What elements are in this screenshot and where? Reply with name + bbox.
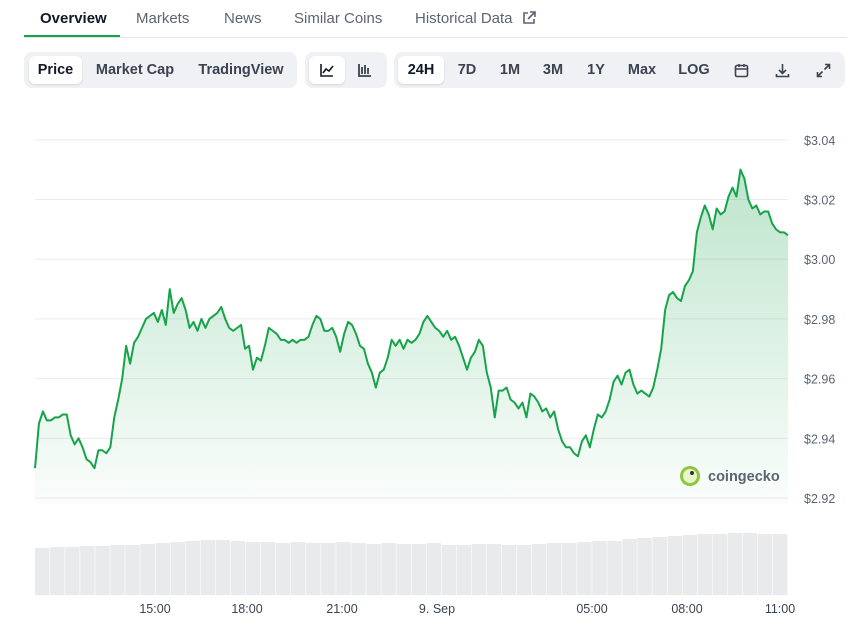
volume-bar	[652, 537, 667, 595]
price-area	[35, 169, 788, 505]
y-tick-label: $2.94	[804, 432, 835, 446]
volume-bar	[351, 543, 366, 595]
y-tick-label: $2.92	[804, 492, 835, 506]
range-button[interactable]: 7D	[457, 62, 477, 78]
chart-style-group	[305, 52, 387, 88]
volume-bar	[65, 547, 80, 595]
volume-bar	[727, 533, 743, 595]
line-chart-button[interactable]	[309, 56, 345, 84]
tab[interactable]: Similar Coins	[294, 10, 383, 27]
x-tick-label: 18:00	[231, 602, 262, 616]
volume-bar	[366, 544, 381, 595]
volume-bar	[185, 541, 201, 595]
y-tick-label: $2.96	[804, 373, 835, 387]
volume-bar	[35, 548, 50, 595]
x-tick-label: 15:00	[139, 602, 170, 616]
x-tick-label: 08:00	[671, 602, 702, 616]
x-tick-label: 21:00	[326, 602, 357, 616]
external-link-icon	[523, 11, 536, 24]
volume-bar	[381, 543, 396, 595]
volume-bar	[140, 544, 155, 595]
volume-bar	[531, 544, 547, 595]
y-tick-label: $2.98	[804, 313, 835, 327]
tab[interactable]: Overview	[40, 10, 107, 27]
volume-bar	[682, 535, 698, 595]
volume-bar	[170, 542, 185, 595]
volume-bar	[200, 540, 216, 595]
calendar-icon[interactable]	[734, 63, 749, 78]
watermark-text: coingecko	[708, 469, 780, 485]
volume-bar	[125, 545, 140, 595]
volume-bar	[215, 540, 231, 595]
view-group: Price Market Cap TradingView	[24, 52, 297, 88]
y-tick-label: $3.00	[804, 253, 835, 267]
volume-bar	[155, 543, 170, 595]
volume-bar	[471, 544, 487, 595]
candle-chart-button[interactable]	[347, 56, 383, 84]
volume-bar	[275, 543, 291, 595]
volume-bar	[592, 541, 607, 595]
y-tick-label: $3.02	[804, 194, 835, 208]
range-button[interactable]: 3M	[542, 62, 564, 78]
volume-bar	[260, 542, 276, 595]
range-group: 24H 7D 1M 3M 1Y Max LOG	[394, 52, 845, 88]
price-line	[34, 168, 789, 470]
volume-bar	[607, 541, 622, 595]
x-tick-label: 05:00	[576, 602, 607, 616]
tab[interactable]: Markets	[136, 10, 190, 27]
view-button[interactable]: Price	[29, 56, 82, 84]
fullscreen-icon[interactable]	[816, 63, 831, 78]
active-tab-indicator	[24, 35, 120, 38]
volume-bar	[772, 534, 788, 595]
volume-bar	[577, 542, 592, 595]
volume-bar	[456, 545, 472, 595]
volume-bar	[742, 533, 758, 595]
x-tick-label: 9. Sep	[419, 602, 455, 616]
range-button[interactable]: Max	[627, 62, 657, 78]
tab-divider	[24, 37, 847, 38]
tab[interactable]: Historical Data	[415, 10, 513, 27]
volume-bar	[110, 545, 125, 595]
volume-bar	[562, 543, 577, 595]
volume-bar	[245, 542, 261, 595]
volume-bar	[426, 543, 442, 595]
download-icon[interactable]	[775, 63, 790, 78]
volume-bar	[547, 543, 562, 595]
volume-bar	[501, 545, 517, 595]
tab[interactable]: News	[224, 10, 262, 27]
volume-bar	[306, 543, 321, 595]
volume-bar	[712, 534, 728, 595]
y-tick-label: $3.04	[804, 134, 835, 148]
range-button[interactable]: LOG	[678, 62, 710, 78]
volume-bar	[50, 547, 65, 595]
line-icon	[320, 64, 334, 77]
volume-bar	[291, 542, 306, 595]
x-tick-label: 11:00	[765, 602, 795, 616]
volume-bar	[321, 543, 336, 595]
range-button[interactable]: 24H	[398, 56, 444, 84]
volume-bar	[441, 545, 457, 595]
volume-bar	[230, 541, 246, 595]
volume-bar	[336, 542, 351, 595]
view-button[interactable]: TradingView	[198, 62, 284, 78]
volume-bar	[667, 536, 682, 595]
volume-bar	[516, 545, 532, 595]
view-button[interactable]: Market Cap	[95, 62, 175, 78]
range-button[interactable]: 1M	[499, 62, 521, 78]
volume-bar	[637, 538, 652, 595]
volume-bar	[80, 546, 95, 595]
volume-bar	[396, 544, 411, 595]
volume-bar	[697, 534, 713, 595]
volume-bar	[622, 539, 637, 595]
volume-bar	[757, 534, 773, 595]
candle-icon	[358, 64, 371, 77]
volume-bar	[95, 546, 110, 595]
range-button[interactable]: 1Y	[587, 62, 605, 78]
volume-bar	[486, 544, 502, 595]
volume-bar	[411, 544, 426, 595]
watermark: coingecko	[680, 466, 780, 486]
